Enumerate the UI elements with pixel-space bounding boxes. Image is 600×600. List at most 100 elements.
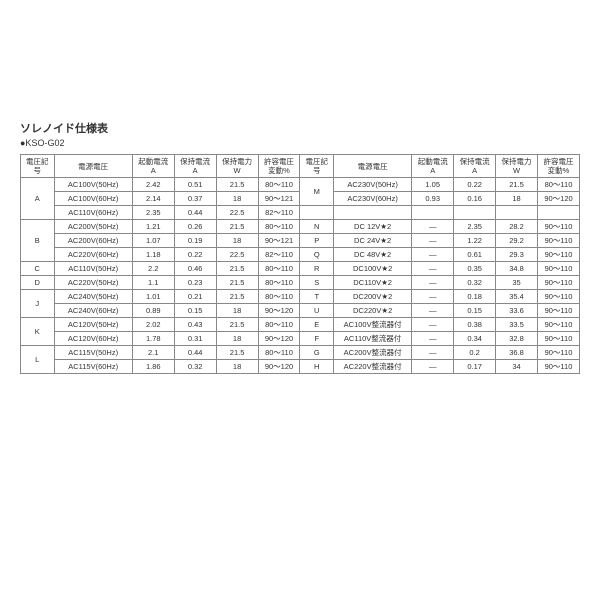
cell-v: AC220V整流器付 [334, 360, 412, 374]
cell-sc: — [412, 304, 454, 318]
cell-t: 80～110 [258, 346, 300, 360]
cell-hc: 0.21 [174, 290, 216, 304]
table-row: AC120V(60Hz)1.780.311890～120FAC110V整流器付—… [21, 332, 580, 346]
cell-code: A [21, 178, 55, 220]
cell-hc: 1.22 [454, 234, 496, 248]
cell-sc: 2.2 [132, 262, 174, 276]
cell-sc [412, 206, 454, 220]
cell-hc: 0.46 [174, 262, 216, 276]
cell-hc: 0.2 [454, 346, 496, 360]
cell-hc: 0.61 [454, 248, 496, 262]
cell-hp [496, 206, 538, 220]
cell-t: 90～110 [538, 304, 580, 318]
header-voltage: 電源電圧 [334, 155, 412, 178]
cell-t: 90～110 [538, 248, 580, 262]
cell-v: AC115V(60Hz) [54, 360, 132, 374]
cell-v: AC200V(60Hz) [54, 234, 132, 248]
header-code: 電圧記号 [300, 155, 334, 178]
cell-v: DC110V★2 [334, 276, 412, 290]
cell-v: AC220V(50Hz) [54, 276, 132, 290]
cell-v: DC 24V★2 [334, 234, 412, 248]
cell-v: AC230V(60Hz) [334, 192, 412, 206]
cell-v: DC 12V★2 [334, 220, 412, 234]
cell-sc: 2.14 [132, 192, 174, 206]
cell-v: DC220V★2 [334, 304, 412, 318]
cell-sc: — [412, 248, 454, 262]
cell-t: 90～110 [538, 318, 580, 332]
cell-t: 90～110 [538, 290, 580, 304]
cell-v: AC230V(50Hz) [334, 178, 412, 192]
cell-v: AC240V(60Hz) [54, 304, 132, 318]
cell-v: AC110V整流器付 [334, 332, 412, 346]
cell-hp: 35 [496, 276, 538, 290]
cell-t: 90～110 [538, 276, 580, 290]
header-tolerance: 許容電圧変動% [258, 155, 300, 178]
cell-t: 90～120 [258, 360, 300, 374]
cell-code: E [300, 318, 334, 332]
cell-t: 90～110 [538, 346, 580, 360]
cell-hp: 21.5 [216, 262, 258, 276]
cell-hp: 18 [216, 304, 258, 318]
cell-t: 90～121 [258, 192, 300, 206]
table-row: AC200V(60Hz)1.070.191890～121PDC 24V★2—1.… [21, 234, 580, 248]
cell-hc: 0.32 [174, 360, 216, 374]
cell-t: 90～121 [258, 234, 300, 248]
cell-code: N [300, 220, 334, 234]
header-tolerance: 許容電圧変動% [538, 155, 580, 178]
cell-hp: 22.5 [216, 248, 258, 262]
cell-sc: 0.93 [412, 192, 454, 206]
cell-t: 82～110 [258, 248, 300, 262]
cell-hc: 0.35 [454, 262, 496, 276]
cell-t: 80～110 [258, 276, 300, 290]
cell-sc: 0.89 [132, 304, 174, 318]
cell-sc: — [412, 262, 454, 276]
cell-t: 80～110 [258, 262, 300, 276]
cell-v: AC115V(50Hz) [54, 346, 132, 360]
cell-hc: 0.19 [174, 234, 216, 248]
cell-hp: 18 [496, 192, 538, 206]
cell-hp: 21.5 [216, 346, 258, 360]
cell-hc: 0.32 [454, 276, 496, 290]
header-hold_power: 保持電力W [216, 155, 258, 178]
cell-hp: 18 [216, 360, 258, 374]
cell-hp: 32.8 [496, 332, 538, 346]
cell-hc: 0.17 [454, 360, 496, 374]
cell-v: AC110V(60Hz) [54, 206, 132, 220]
cell-t: 90～120 [258, 332, 300, 346]
cell-code: Q [300, 248, 334, 262]
table-header: 電圧記号電源電圧起動電流A保持電流A保持電力W許容電圧変動%電圧記号電源電圧起動… [21, 155, 580, 178]
cell-t: 80～110 [258, 318, 300, 332]
header-code: 電圧記号 [21, 155, 55, 178]
table-row: DAC220V(50Hz)1.10.2321.580～110SDC110V★2—… [21, 276, 580, 290]
cell-hp: 21.5 [216, 290, 258, 304]
cell-t: 80～110 [258, 220, 300, 234]
cell-t: 90～110 [538, 360, 580, 374]
cell-hc: 0.31 [174, 332, 216, 346]
cell-hp: 21.5 [216, 276, 258, 290]
cell-hc: 0.16 [454, 192, 496, 206]
cell-code: H [300, 360, 334, 374]
cell-t: 80～110 [258, 178, 300, 192]
cell-sc: — [412, 360, 454, 374]
cell-t: 80～110 [258, 290, 300, 304]
cell-sc: 1.18 [132, 248, 174, 262]
cell-code: T [300, 290, 334, 304]
cell-sc: — [412, 290, 454, 304]
cell-hp: 18 [216, 234, 258, 248]
header-start_current: 起動電流A [412, 155, 454, 178]
cell-sc: 1.01 [132, 290, 174, 304]
cell-code: C [21, 262, 55, 276]
cell-v: AC200V整流器付 [334, 346, 412, 360]
cell-hc: 2.35 [454, 220, 496, 234]
cell-v: AC110V(50Hz) [54, 262, 132, 276]
cell-hp: 29.2 [496, 234, 538, 248]
cell-hc: 0.22 [174, 248, 216, 262]
cell-sc: 1.78 [132, 332, 174, 346]
cell-t: 90～110 [538, 262, 580, 276]
cell-hp: 29.3 [496, 248, 538, 262]
table-row: CAC110V(50Hz)2.20.4621.580～110RDC100V★2—… [21, 262, 580, 276]
cell-t: 90～110 [538, 234, 580, 248]
table-row: BAC200V(50Hz)1.210.2621.580～110NDC 12V★2… [21, 220, 580, 234]
cell-v: AC120V(50Hz) [54, 318, 132, 332]
cell-hp: 18 [216, 192, 258, 206]
